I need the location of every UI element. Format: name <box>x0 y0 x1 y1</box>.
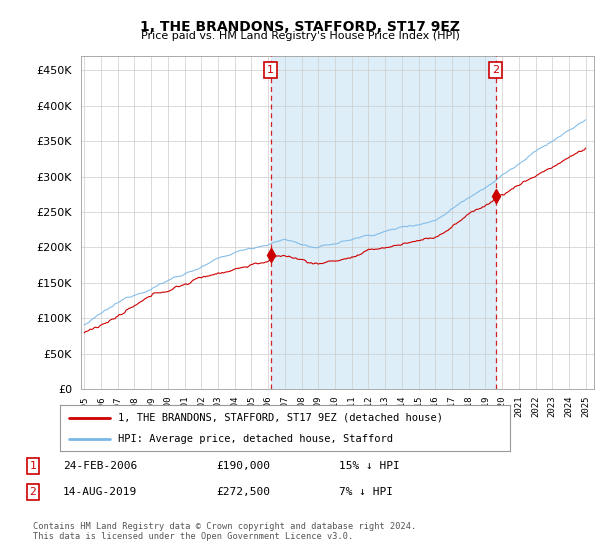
Text: 1, THE BRANDONS, STAFFORD, ST17 9EZ (detached house): 1, THE BRANDONS, STAFFORD, ST17 9EZ (det… <box>119 413 443 423</box>
Text: 14-AUG-2019: 14-AUG-2019 <box>63 487 137 497</box>
Text: 1, THE BRANDONS, STAFFORD, ST17 9EZ: 1, THE BRANDONS, STAFFORD, ST17 9EZ <box>140 20 460 34</box>
Text: £272,500: £272,500 <box>216 487 270 497</box>
Text: 24-FEB-2006: 24-FEB-2006 <box>63 461 137 471</box>
Text: 1: 1 <box>29 461 37 471</box>
Text: 7% ↓ HPI: 7% ↓ HPI <box>339 487 393 497</box>
Text: 2: 2 <box>492 65 499 75</box>
Text: Price paid vs. HM Land Registry's House Price Index (HPI): Price paid vs. HM Land Registry's House … <box>140 31 460 41</box>
Text: 2: 2 <box>29 487 37 497</box>
Text: 1: 1 <box>267 65 274 75</box>
Text: £190,000: £190,000 <box>216 461 270 471</box>
Text: 15% ↓ HPI: 15% ↓ HPI <box>339 461 400 471</box>
Text: Contains HM Land Registry data © Crown copyright and database right 2024.
This d: Contains HM Land Registry data © Crown c… <box>33 522 416 542</box>
Text: HPI: Average price, detached house, Stafford: HPI: Average price, detached house, Staf… <box>119 435 394 444</box>
Bar <box>271 56 496 389</box>
